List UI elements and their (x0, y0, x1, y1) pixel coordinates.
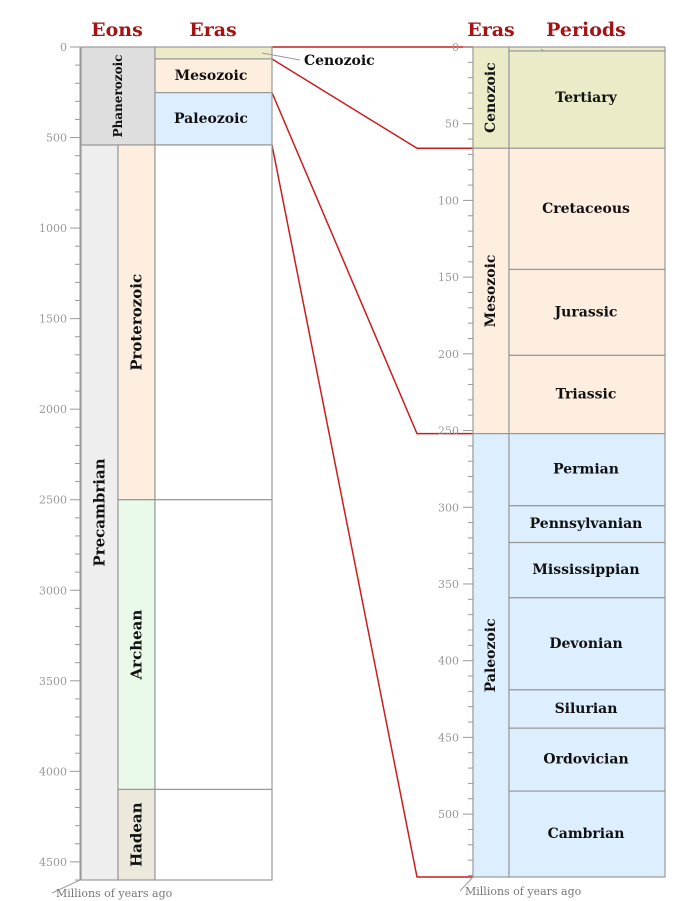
right-axis-tick-label: 150 (438, 271, 459, 284)
eon-box-proterozoic (117, 144, 156, 501)
period-box-tertiary (508, 50, 666, 149)
left-axis-tick-label: 2500 (39, 494, 67, 507)
empty-box-hadean (154, 788, 273, 881)
period-label-tertiary: Tertiary (555, 90, 617, 106)
left-axis-tick-label: 500 (46, 132, 67, 145)
right-axis-tick-label: 400 (438, 655, 459, 668)
period-label-pennsylvanian: Pennsylvanian (530, 516, 643, 532)
right-axis-tick-label: 450 (438, 731, 459, 744)
left-axis-tick-label: 1000 (39, 222, 67, 235)
period-box-mississippian (508, 541, 666, 599)
period-label-mississippian: Mississippian (532, 562, 639, 578)
right-axis-tick-label: 300 (438, 501, 459, 514)
header-eons-left: Eons (91, 19, 143, 41)
right-axis-tick-label: 500 (438, 808, 459, 821)
period-box-jurassic (508, 268, 666, 356)
left-axis-tick-label: 0 (60, 41, 67, 54)
period-label-cambrian: Cambrian (548, 826, 625, 842)
header-eras-left: Eras (189, 19, 237, 41)
right-axis-tick-label: 0 (452, 41, 459, 54)
footer-left: Millions of years ago (56, 887, 173, 900)
period-label-permian: Permian (553, 462, 619, 478)
era-label-right-mesozoic: Mesozoic (483, 255, 499, 328)
period-box-cambrian (508, 790, 666, 878)
right-axis-tick-label: 50 (445, 118, 459, 131)
period-box-ordovician (508, 727, 666, 792)
footer-right: Millions of years ago (465, 885, 582, 898)
left-axis-tick-label: 2000 (39, 403, 67, 416)
header-periods-right: Periods (546, 19, 626, 41)
empty-box-archean (154, 499, 273, 791)
callout-leader-cenozoic (261, 52, 301, 61)
era-label-left-mesozoic: Mesozoic (175, 68, 248, 84)
period-label-cretaceous: Cretaceous (542, 201, 630, 217)
period-box-cretaceous (508, 147, 666, 271)
era-box-right-paleozoic (472, 433, 510, 878)
right-axis-tick-label: 200 (438, 348, 459, 361)
period-label-silurian: Silurian (555, 701, 618, 717)
era-box-left-cenozoic (154, 46, 273, 60)
connector-line-1 (271, 58, 473, 150)
eon-label-phanerozoic: Phanerozoic (111, 55, 125, 138)
right-axis-tick-label: 250 (438, 425, 459, 438)
eon-label-archean: Archean (128, 610, 146, 681)
left-axis-tick-label: 3000 (39, 584, 67, 597)
connector-line-2 (271, 92, 473, 435)
right-axis-tick-label: 100 (438, 194, 459, 207)
eon-box-phanerozoic (80, 46, 156, 146)
supereon-box-precambrian (80, 144, 119, 881)
era-box-left-paleozoic (154, 92, 273, 146)
era-label-right-paleozoic: Paleozoic (483, 618, 499, 692)
right-footer-leader (459, 876, 474, 892)
era-label-left-paleozoic: Paleozoic (174, 111, 248, 127)
left-axis-tick-label: 3500 (39, 675, 67, 688)
period-label-ordovician: Ordovician (543, 752, 628, 768)
eon-box-hadean (117, 788, 156, 881)
left-timeline-column: 0 500 1000 1500 2000 2500 3000 3500 4000 4500 Prec… (39, 41, 375, 894)
left-footer-leader (51, 879, 81, 894)
period-label-devonian: Devonian (549, 636, 622, 652)
eon-label-proterozoic: Proterozoic (128, 274, 146, 371)
left-axis-tick-label: 4000 (39, 765, 67, 778)
period-box-devonian (508, 597, 666, 691)
period-label-jurassic: Jurassic (553, 304, 618, 320)
period-label-triassic: Triassic (556, 386, 617, 402)
empty-box-proterozoic (154, 144, 273, 501)
period-box-triassic (508, 354, 666, 435)
period-box-permian (508, 433, 666, 507)
connector-line-3 (271, 144, 473, 878)
header-eras-right: Eras (467, 19, 515, 41)
eon-label-hadean: Hadean (128, 802, 146, 867)
era-box-left-mesozoic (154, 58, 273, 94)
era-label-left-cenozoic: Cenozoic (304, 53, 375, 69)
column-headers: Eons Eras Eras Periods (91, 19, 626, 41)
right-timeline-column: 0 50 100 150 200 250 300 350 400 450 500 Cenozoic Me… (438, 41, 666, 892)
left-axis-tick-label: 1500 (39, 313, 67, 326)
footers: Millions of years ago Millions of years … (56, 885, 582, 900)
left-axis-tick-label: 4500 (39, 856, 67, 869)
zoom-connector-lines (271, 46, 473, 878)
era-label-right-cenozoic: Cenozoic (483, 62, 499, 133)
right-axis-tick-label: 350 (438, 578, 459, 591)
period-box-pennsylvanian (508, 505, 666, 544)
supereon-label-precambrian: Precambrian (91, 458, 109, 566)
